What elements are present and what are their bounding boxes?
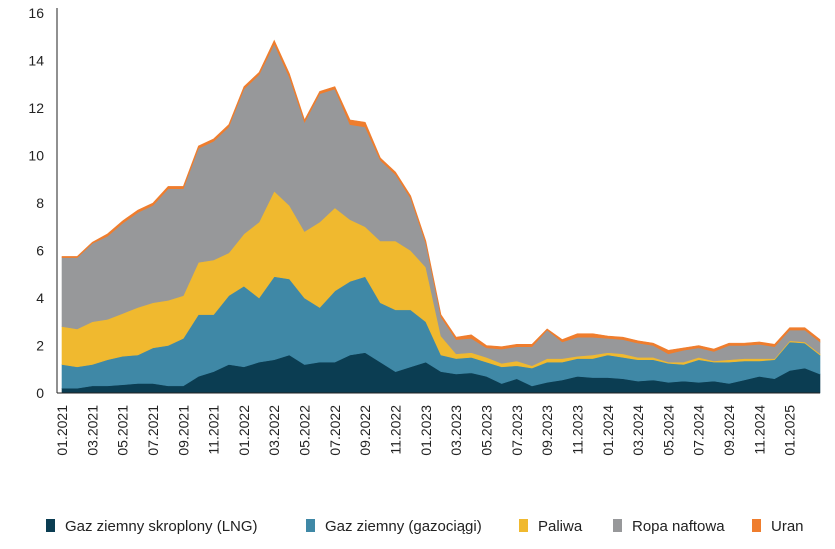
y-tick-label: 4 — [36, 290, 44, 306]
legend-label: Paliwa — [538, 518, 583, 535]
x-tick-label: 07.2022 — [327, 405, 343, 456]
x-tick-label: 07.2023 — [509, 405, 525, 456]
x-tick-label: 03.2023 — [448, 405, 464, 456]
y-tick-label: 2 — [36, 338, 44, 354]
area-series-4 — [61, 39, 821, 355]
x-tick-label: 05.2021 — [115, 405, 131, 456]
x-tick-label: 01.2024 — [600, 405, 616, 456]
y-tick-labels: 0 2 4 6 8 10 12 14 16 — [28, 5, 44, 401]
x-tick-label: 09.2023 — [539, 405, 555, 456]
x-tick-label: 01.2022 — [236, 405, 252, 456]
x-tick-label: 03.2021 — [84, 405, 100, 456]
area-series-group — [61, 39, 821, 394]
axes-group — [56, 8, 820, 394]
y-tick-label: 14 — [28, 53, 44, 69]
x-tick-label: 05.2023 — [478, 405, 494, 456]
x-tick-label: 03.2024 — [630, 405, 646, 456]
x-tick-label: 11.2024 — [751, 405, 767, 455]
chart-legend: Gaz ziemny skroplony (LNG) Gaz ziemny (ga… — [46, 518, 804, 535]
legend-label: Ropa naftowa — [632, 518, 725, 535]
legend-label: Gaz ziemny skroplony (LNG) — [65, 518, 258, 535]
y-tick-label: 0 — [36, 385, 44, 401]
x-tick-label: 09.2024 — [721, 405, 737, 456]
x-tick-label: 05.2024 — [660, 405, 676, 456]
y-tick-label: 12 — [28, 100, 44, 116]
legend-swatch — [46, 519, 55, 532]
y-tick-label: 8 — [36, 195, 44, 211]
x-tick-label: 01.2021 — [54, 405, 70, 456]
y-tick-label: 6 — [36, 243, 44, 259]
y-tick-label: 10 — [28, 148, 44, 164]
x-tick-label: 11.2022 — [388, 405, 404, 455]
legend-swatch — [613, 519, 622, 532]
legend-label: Uran — [771, 518, 804, 535]
x-tick-labels: 01.2021 03.2021 05.2021 07.2021 09.2021 11.20… — [54, 405, 798, 456]
x-tick-label: 01.2025 — [782, 405, 798, 456]
x-tick-label: 09.2021 — [175, 405, 191, 456]
x-tick-label: 01.2023 — [418, 405, 434, 456]
x-tick-label: 07.2021 — [145, 405, 161, 456]
legend-swatch — [752, 519, 761, 532]
x-tick-label: 03.2022 — [266, 405, 282, 456]
legend-swatch — [519, 519, 528, 532]
x-tick-label: 07.2024 — [691, 405, 707, 456]
y-tick-label: 16 — [28, 5, 44, 21]
legend-label: Gaz ziemny (gazociągi) — [325, 518, 482, 535]
x-tick-label: 11.2021 — [206, 405, 222, 455]
legend-swatch — [306, 519, 315, 532]
x-tick-label: 11.2023 — [569, 405, 585, 455]
x-tick-label: 09.2022 — [357, 405, 373, 456]
x-tick-label: 05.2022 — [297, 405, 313, 456]
